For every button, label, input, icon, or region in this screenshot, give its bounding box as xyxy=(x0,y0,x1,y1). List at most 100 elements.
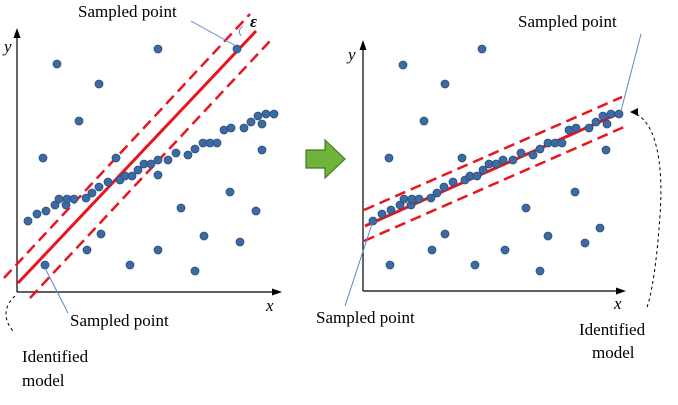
data-point xyxy=(257,145,267,155)
data-point xyxy=(414,194,424,204)
data-point xyxy=(133,165,143,175)
data-point xyxy=(52,59,62,69)
left-epsilon-bracket xyxy=(238,25,244,37)
data-point xyxy=(41,206,51,216)
data-point xyxy=(269,109,279,119)
data-point xyxy=(176,203,186,213)
data-point xyxy=(251,206,261,216)
left-identified-callout xyxy=(5,295,16,332)
data-point xyxy=(190,266,200,276)
data-point xyxy=(606,109,616,119)
right-top-callout-line xyxy=(620,33,642,112)
right-identified-callout-arrowhead xyxy=(630,108,638,116)
sampled-point-bottom xyxy=(368,216,378,226)
data-point xyxy=(246,117,256,127)
data-point xyxy=(377,209,387,219)
data-point xyxy=(432,188,442,198)
data-point xyxy=(478,165,488,175)
data-point xyxy=(226,123,236,133)
data-point xyxy=(516,148,526,158)
data-point xyxy=(448,177,458,187)
data-point xyxy=(111,153,121,163)
right-panel: y x xyxy=(316,12,662,362)
data-point xyxy=(477,44,487,54)
data-point xyxy=(491,159,501,169)
data-point xyxy=(535,266,545,276)
right-tolerance-lower xyxy=(363,125,625,243)
left-x-axis-arrowhead xyxy=(272,288,282,296)
data-point xyxy=(82,245,92,255)
right-identified-label-line2: model xyxy=(592,343,635,362)
right-x-axis-label: x xyxy=(613,294,622,313)
right-identified-label-line1: Identified xyxy=(579,320,646,339)
left-y-axis-arrowhead xyxy=(13,28,21,38)
left-identified-model-line xyxy=(16,29,258,285)
data-point xyxy=(81,193,91,203)
left-identified-label-line1: Identified xyxy=(22,347,89,366)
data-point xyxy=(50,200,60,210)
right-sampled-point-bottom-label: Sampled point xyxy=(316,308,415,327)
data-point xyxy=(225,187,235,197)
data-point xyxy=(87,188,97,198)
data-point xyxy=(212,138,222,148)
data-point xyxy=(153,170,163,180)
right-identified-callout xyxy=(630,111,662,311)
data-point xyxy=(190,144,200,154)
data-point xyxy=(23,216,33,226)
right-sampled-point-top-label: Sampled point xyxy=(518,12,617,31)
data-point xyxy=(199,231,209,241)
data-point xyxy=(69,194,79,204)
left-epsilon-label: ε xyxy=(250,12,257,31)
data-point xyxy=(125,260,135,270)
data-point xyxy=(427,245,437,255)
data-point xyxy=(153,44,163,54)
data-point xyxy=(521,203,531,213)
data-point xyxy=(602,119,612,129)
data-point xyxy=(470,260,480,270)
data-point xyxy=(239,123,249,133)
left-tolerance-upper xyxy=(3,13,251,279)
data-point xyxy=(528,150,538,160)
data-point xyxy=(183,150,193,160)
data-point xyxy=(426,193,436,203)
left-top-callout-line xyxy=(190,20,237,47)
data-point xyxy=(395,200,405,210)
data-point xyxy=(253,111,263,121)
sampled-point-top xyxy=(232,44,242,54)
left-x-axis-label: x xyxy=(265,296,274,315)
data-point xyxy=(153,245,163,255)
data-point xyxy=(386,205,396,215)
data-point xyxy=(384,153,394,163)
right-y-axis-label: y xyxy=(346,45,356,64)
data-point xyxy=(584,123,594,133)
left-y-axis-label: y xyxy=(2,37,12,56)
data-point xyxy=(598,111,608,121)
data-point xyxy=(571,123,581,133)
data-point xyxy=(399,194,409,204)
data-point xyxy=(153,155,163,165)
data-point xyxy=(440,79,450,89)
sampled-point-bottom xyxy=(40,260,50,270)
data-point xyxy=(543,231,553,241)
right-bottom-callout-line xyxy=(344,223,373,307)
right-identified-model-line xyxy=(364,110,623,228)
left-identified-label-line2: model xyxy=(22,371,65,390)
data-point xyxy=(508,155,518,165)
data-point xyxy=(535,144,545,154)
data-point xyxy=(171,148,181,158)
right-x-axis-arrowhead xyxy=(616,287,626,295)
data-point xyxy=(570,187,580,197)
data-point xyxy=(235,237,245,247)
sampled-point-top xyxy=(614,109,624,119)
data-point xyxy=(398,60,408,70)
data-point xyxy=(94,79,104,89)
right-data-points xyxy=(368,44,624,276)
data-point xyxy=(146,159,156,169)
data-point xyxy=(419,116,429,126)
data-point xyxy=(127,171,137,181)
data-point xyxy=(74,116,84,126)
right-y-axis-arrowhead xyxy=(359,40,367,50)
data-point xyxy=(595,223,605,233)
